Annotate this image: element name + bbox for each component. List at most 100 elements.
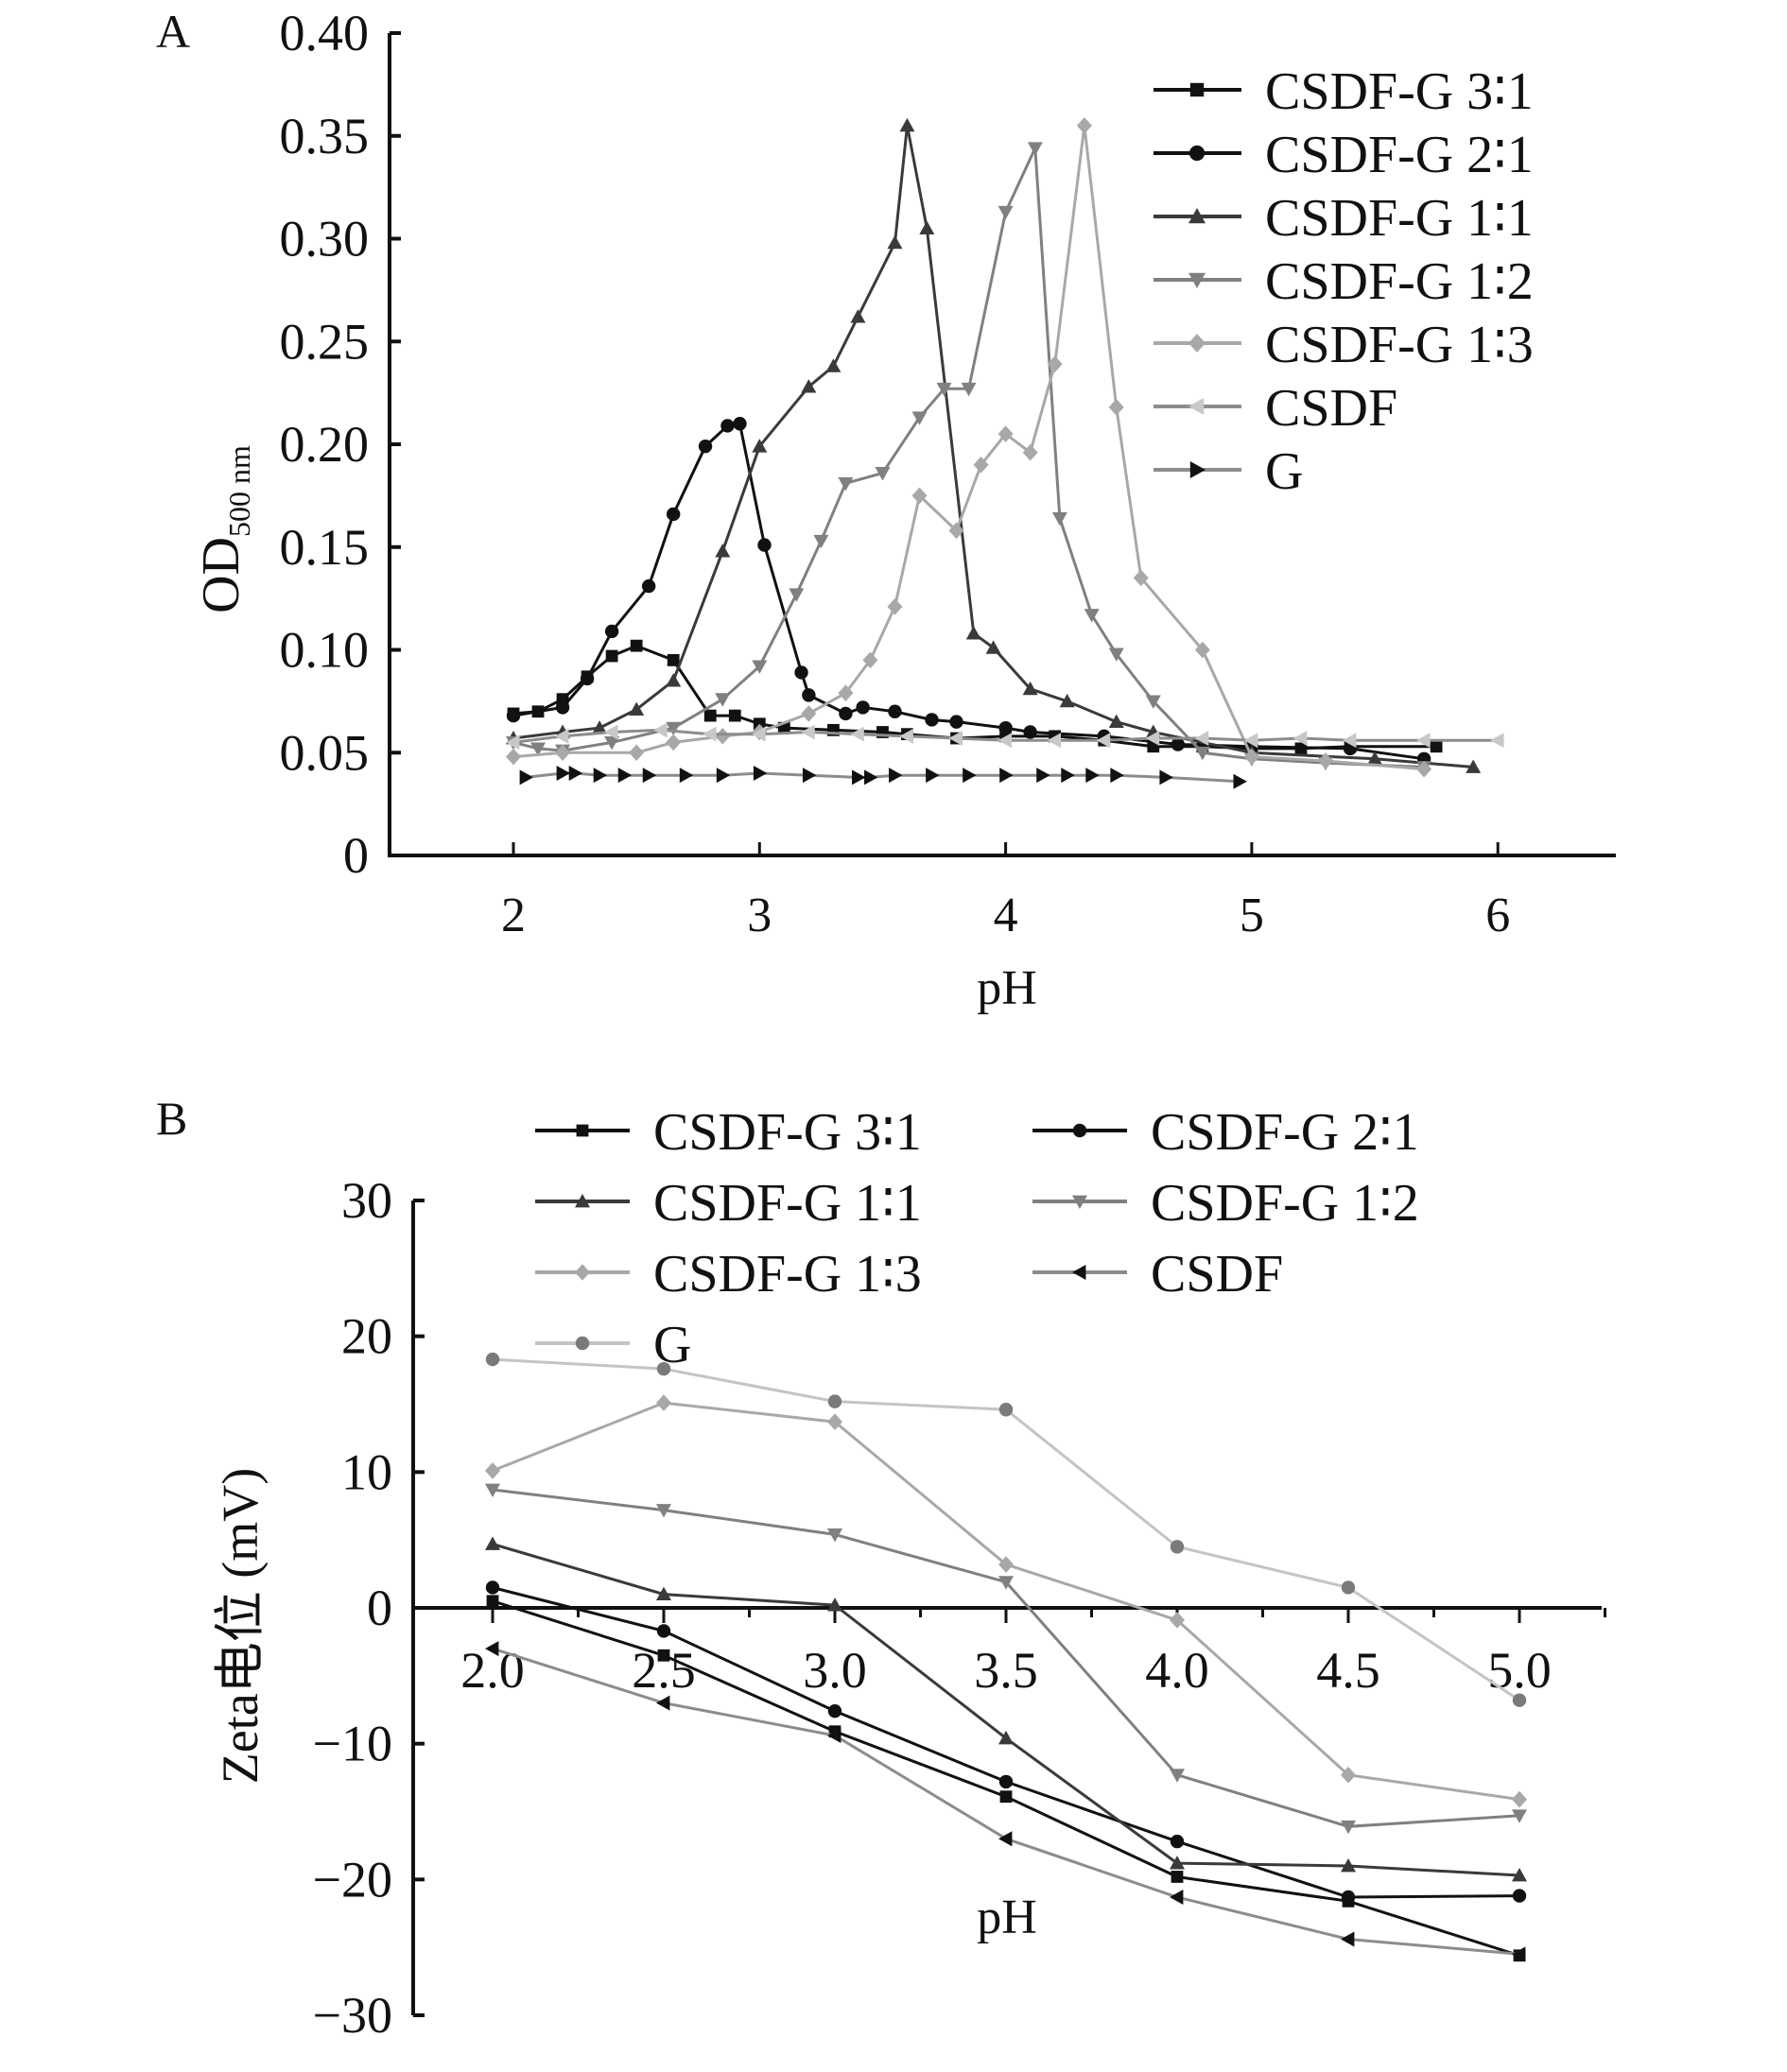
chart-a-data-point: [1416, 760, 1432, 778]
chart-b-legend-marker: [576, 1124, 589, 1137]
chart-a-data-point: [1194, 731, 1209, 747]
chart-b-data-point: [1512, 1790, 1527, 1808]
chart-a-data-point: [838, 476, 854, 492]
chart-b-series-3: [485, 1483, 1527, 1835]
chart-a-data-point: [899, 728, 913, 744]
chart-a-data-point: [506, 748, 521, 766]
chart-a-data-point: [963, 768, 977, 784]
chart-b-data-point: [485, 1483, 500, 1498]
chart-a-data-point: [715, 728, 731, 745]
chart-b-legend-item: CSDF-G 1∶3: [535, 1245, 922, 1304]
chart-b-data-point: [1341, 1857, 1356, 1873]
chart-b-x-tick-label: 3.0: [803, 1642, 867, 1699]
chart-a-legend-item: CSDF-G 2∶1: [1154, 126, 1534, 184]
chart-b-legend-marker: [1072, 1123, 1087, 1138]
chart-b-data-point: [998, 1831, 1013, 1847]
chart-a-data-point: [862, 651, 878, 669]
chart-a-data-point: [856, 700, 870, 715]
chart-a-data-point: [728, 709, 741, 722]
chart-b-data-point: [656, 1695, 670, 1711]
chart-a-data-point: [801, 724, 815, 740]
chart-b-legend-item: CSDF-G 1∶1: [535, 1174, 922, 1233]
chart-a-data-point: [752, 439, 768, 453]
chart-a-data-point: [911, 487, 928, 505]
chart-b-data-point: [1341, 1890, 1356, 1905]
chart-a-y-label-sub: 500 nm: [222, 445, 256, 537]
chart-a-x-tick-label: 4: [994, 889, 1018, 942]
chart-b-x-tick-label: 3.5: [974, 1642, 1038, 1699]
chart-a-data-point: [801, 705, 817, 722]
chart-b-x-tick-label: 5.0: [1487, 1642, 1552, 1699]
chart-a-data-point: [1367, 751, 1383, 766]
chart-b-y-tick-label: 30: [341, 1172, 392, 1229]
chart-b-y-tick-label: −20: [313, 1851, 392, 1908]
chart-a-series-1: [506, 417, 1431, 766]
chart-b-y-tick-label: 10: [341, 1443, 392, 1500]
chart-b-legend-label: CSDF-G 3∶1: [653, 1103, 922, 1162]
chart-a-data-point: [679, 768, 694, 784]
chart-a-axes: 0 0.05 0.10 0.15 0.20 0.25 0.30 0.35 0.40 2 3 4 5 6: [280, 5, 1616, 942]
chart-a-data-point: [961, 382, 977, 397]
chart-b-legend-item: G: [535, 1316, 691, 1374]
chart-b-x-tick-label: 4.0: [1145, 1642, 1209, 1699]
chart-a-data-point: [1194, 641, 1210, 659]
chart-b-legend-marker: [575, 1264, 590, 1281]
chart-a-data-point: [1023, 725, 1037, 739]
chart-b-y-tick-label: −10: [313, 1716, 392, 1772]
chart-a-legend-label: CSDF-G 1∶1: [1265, 189, 1534, 248]
chart-a-data-point: [641, 578, 656, 594]
chart-b-series: [485, 1352, 1527, 1962]
chart-a-data-point: [556, 766, 571, 781]
chart-a-data-point: [1051, 511, 1067, 527]
chart-a-series: [506, 117, 1504, 789]
chart-b-data-point: [485, 1462, 500, 1479]
chart-a-data-point: [605, 649, 618, 663]
chart-a-y-tick-label: 0.25: [280, 313, 370, 370]
chart-b-data-point: [1170, 1540, 1185, 1554]
chart-b-x-axis-label: pH: [977, 1891, 1037, 1944]
chart-b-data-point: [485, 1580, 500, 1595]
chart-a-data-point: [733, 417, 747, 431]
chart-a-y-axis-label: OD500 nm: [192, 445, 256, 613]
chart-a-y-tick-label: 0.30: [280, 211, 370, 268]
chart-a-legend-marker: [1188, 334, 1206, 353]
chart-a-data-point: [604, 735, 620, 751]
chart-a-data-point: [715, 693, 731, 707]
chart-a-data-point: [850, 309, 866, 323]
chart-a-data-point: [752, 660, 768, 674]
chart-b-data-point: [998, 1730, 1014, 1745]
chart-a-legend-item: G: [1154, 442, 1303, 501]
panel-label-b: B: [156, 1092, 187, 1145]
chart-a-data-point: [1027, 142, 1043, 156]
chart-a-data-point: [1110, 768, 1124, 784]
chart-a-data-point: [716, 768, 731, 784]
chart-b-series-4: [485, 1394, 1527, 1808]
chart-a-data-point: [757, 538, 772, 552]
chart-b-data-point: [1341, 1931, 1355, 1947]
chart-b-data-point: [1170, 1834, 1185, 1849]
chart-b-legend-item: CSDF-G 2∶1: [1032, 1103, 1419, 1162]
chart-a-data-point: [666, 507, 681, 522]
panel-label-a: A: [156, 5, 190, 58]
chart-a-data-point: [1490, 733, 1504, 749]
chart-a-data-point: [802, 768, 817, 784]
chart-b-data-point: [1170, 1612, 1185, 1629]
chart-a-series-line: [512, 728, 1499, 744]
chart-b-data-point: [998, 1403, 1014, 1417]
chart-a-data-point: [666, 673, 682, 687]
chart-a-data-point: [555, 744, 571, 762]
chart-a-data-point: [1061, 768, 1075, 784]
chart-b-series-2: [485, 1536, 1527, 1882]
chart-a-series-4: [506, 117, 1432, 778]
chart-a-data-point: [948, 731, 963, 747]
chart-b-data-point: [827, 1528, 842, 1543]
chart-a-data-point: [1145, 695, 1161, 709]
chart-a-legend-marker: [1188, 272, 1206, 288]
chart-a-data-point: [1194, 746, 1210, 761]
chart-b-data-point: [486, 1595, 499, 1608]
chart-a-y-tick-label: 0.15: [280, 519, 370, 576]
chart-a-data-point: [899, 117, 915, 132]
chart-a-data-point: [715, 544, 731, 558]
